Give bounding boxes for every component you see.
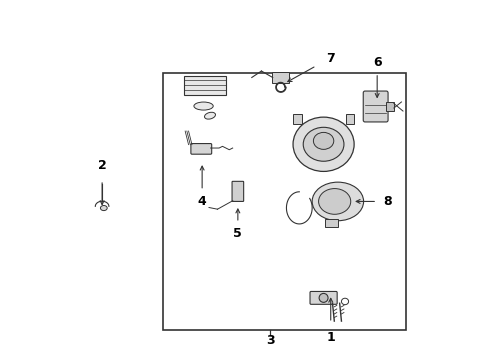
Bar: [163, 73, 406, 330]
Text: 4: 4: [198, 195, 206, 208]
Text: 5: 5: [233, 227, 242, 240]
Ellipse shape: [100, 206, 107, 211]
Text: 7: 7: [326, 52, 335, 65]
FancyBboxPatch shape: [191, 144, 212, 154]
Text: 3: 3: [266, 334, 274, 347]
Ellipse shape: [194, 102, 213, 110]
Ellipse shape: [293, 117, 354, 171]
FancyBboxPatch shape: [345, 114, 354, 124]
Text: 8: 8: [384, 195, 392, 208]
Text: 6: 6: [373, 55, 382, 69]
Ellipse shape: [204, 112, 216, 119]
Ellipse shape: [312, 182, 364, 221]
FancyBboxPatch shape: [325, 219, 338, 227]
Text: 1: 1: [326, 331, 335, 344]
Ellipse shape: [319, 293, 328, 302]
FancyBboxPatch shape: [232, 181, 244, 202]
Ellipse shape: [318, 189, 351, 214]
FancyBboxPatch shape: [272, 72, 290, 83]
Text: 2: 2: [98, 159, 106, 172]
Ellipse shape: [303, 127, 344, 161]
FancyBboxPatch shape: [386, 102, 394, 111]
FancyBboxPatch shape: [293, 114, 301, 124]
FancyBboxPatch shape: [184, 76, 226, 95]
FancyBboxPatch shape: [363, 91, 388, 122]
Ellipse shape: [314, 132, 334, 149]
FancyBboxPatch shape: [310, 292, 337, 304]
